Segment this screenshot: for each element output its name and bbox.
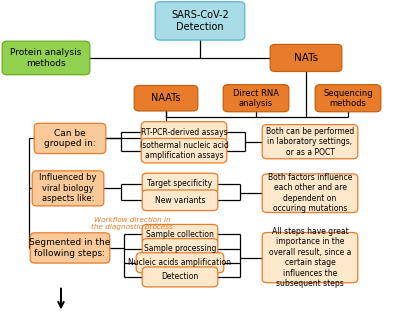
- FancyBboxPatch shape: [223, 85, 289, 112]
- FancyBboxPatch shape: [262, 174, 358, 213]
- Text: Both factors influence
each other and are
dependent on
occuring mutations: Both factors influence each other and ar…: [268, 173, 352, 213]
- Text: Sample collection: Sample collection: [146, 230, 214, 239]
- FancyBboxPatch shape: [315, 85, 381, 112]
- Text: Can be
grouped in:: Can be grouped in:: [44, 129, 96, 148]
- FancyBboxPatch shape: [34, 123, 106, 154]
- Text: SARS-CoV-2
Detection: SARS-CoV-2 Detection: [171, 10, 229, 32]
- Text: Sequencing
methods: Sequencing methods: [323, 89, 373, 108]
- Text: RT-PCR-derived assays: RT-PCR-derived assays: [141, 128, 227, 137]
- Text: Direct RNA
analysis: Direct RNA analysis: [233, 89, 279, 108]
- FancyBboxPatch shape: [142, 224, 218, 244]
- Text: Detection: Detection: [161, 272, 199, 281]
- FancyBboxPatch shape: [142, 267, 218, 287]
- FancyBboxPatch shape: [262, 232, 358, 283]
- FancyBboxPatch shape: [155, 2, 245, 40]
- FancyBboxPatch shape: [30, 233, 110, 263]
- Text: All steps have great
importance in the
overall result, since a
certain stage
inf: All steps have great importance in the o…: [269, 227, 351, 288]
- Text: NAATs: NAATs: [151, 93, 181, 103]
- Text: Both can be performed
in laboratory settings,
or as a POCT: Both can be performed in laboratory sett…: [266, 127, 354, 156]
- Text: Nucleic acids amplification: Nucleic acids amplification: [128, 258, 232, 267]
- FancyBboxPatch shape: [142, 173, 218, 194]
- Text: Target specificity: Target specificity: [148, 179, 212, 188]
- Text: Isothermal nucleic acid
amplification assays: Isothermal nucleic acid amplification as…: [140, 141, 228, 160]
- Text: Influenced by
viral biology
aspects like:: Influenced by viral biology aspects like…: [39, 174, 97, 203]
- FancyBboxPatch shape: [2, 41, 90, 75]
- Text: Segmented in the
following steps:: Segmented in the following steps:: [29, 238, 111, 258]
- FancyBboxPatch shape: [134, 86, 198, 111]
- FancyBboxPatch shape: [141, 122, 227, 142]
- Text: NATs: NATs: [294, 53, 318, 63]
- Text: New variants: New variants: [155, 196, 205, 205]
- FancyBboxPatch shape: [32, 171, 104, 206]
- FancyBboxPatch shape: [262, 125, 358, 159]
- Text: Sample processing: Sample processing: [144, 244, 216, 253]
- FancyBboxPatch shape: [136, 253, 224, 273]
- Text: Workflow direction in
the diagnostic process: Workflow direction in the diagnostic pro…: [91, 217, 173, 230]
- FancyBboxPatch shape: [270, 44, 342, 71]
- FancyBboxPatch shape: [141, 138, 227, 163]
- Text: Protein analysis
methods: Protein analysis methods: [10, 48, 82, 68]
- FancyBboxPatch shape: [142, 190, 218, 211]
- FancyBboxPatch shape: [142, 239, 218, 259]
